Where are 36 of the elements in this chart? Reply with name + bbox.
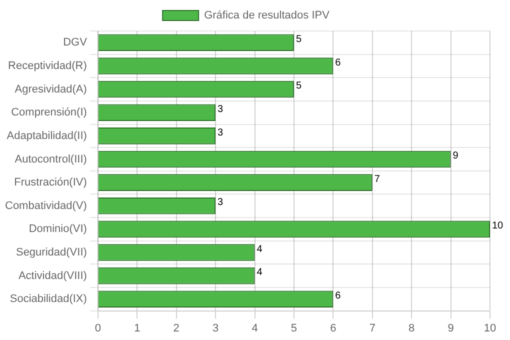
y-tick-label: Dominio(VI) bbox=[28, 223, 87, 236]
y-tick-label: DGV bbox=[63, 36, 88, 49]
data-label: 6 bbox=[335, 57, 342, 68]
data-label: 9 bbox=[452, 150, 459, 162]
data-label: 4 bbox=[256, 244, 263, 255]
x-tick-label: 3 bbox=[212, 322, 219, 334]
y-tick-label: Autocontrol(III) bbox=[14, 153, 87, 166]
y-tick-label: Receptividad(R) bbox=[8, 60, 87, 72]
data-label: 7 bbox=[374, 174, 380, 185]
legend-label: Gráfica de resultados IPV bbox=[204, 10, 330, 22]
y-tick-label: Agresividad(A) bbox=[14, 83, 87, 96]
data-label: 5 bbox=[296, 80, 302, 92]
y-tick-label: Frustración(IV) bbox=[14, 176, 87, 189]
data-label: 10 bbox=[492, 220, 504, 232]
y-tick-label: Combatividad(V) bbox=[5, 200, 87, 212]
x-tick-label: 4 bbox=[252, 322, 258, 334]
x-tick-label: 9 bbox=[448, 322, 454, 334]
y-tick-label: Adaptabilidad(II) bbox=[6, 130, 87, 142]
y-tick-label: Actividad(VIII) bbox=[18, 270, 87, 282]
x-tick-label: 8 bbox=[408, 322, 415, 334]
x-tick-label: 1 bbox=[134, 322, 140, 334]
x-tick-label: 7 bbox=[369, 322, 376, 334]
data-label: 5 bbox=[296, 34, 302, 46]
data-label: 3 bbox=[218, 127, 224, 138]
data-label: 4 bbox=[256, 267, 263, 278]
data-label: 3 bbox=[218, 197, 224, 208]
y-tick-label: Seguridad(VII) bbox=[16, 246, 87, 259]
y-tick-label: Comprensión(I) bbox=[11, 106, 87, 119]
x-tick-label: 2 bbox=[173, 322, 180, 334]
data-label: 6 bbox=[335, 290, 342, 302]
y-tick-label: Sociabilidad(IX) bbox=[10, 293, 87, 306]
x-tick-label: 6 bbox=[330, 322, 336, 334]
x-tick-label: 5 bbox=[290, 322, 298, 334]
data-label: 3 bbox=[218, 104, 224, 115]
x-tick-label: 0 bbox=[94, 322, 101, 334]
x-tick-label: 10 bbox=[484, 322, 496, 334]
